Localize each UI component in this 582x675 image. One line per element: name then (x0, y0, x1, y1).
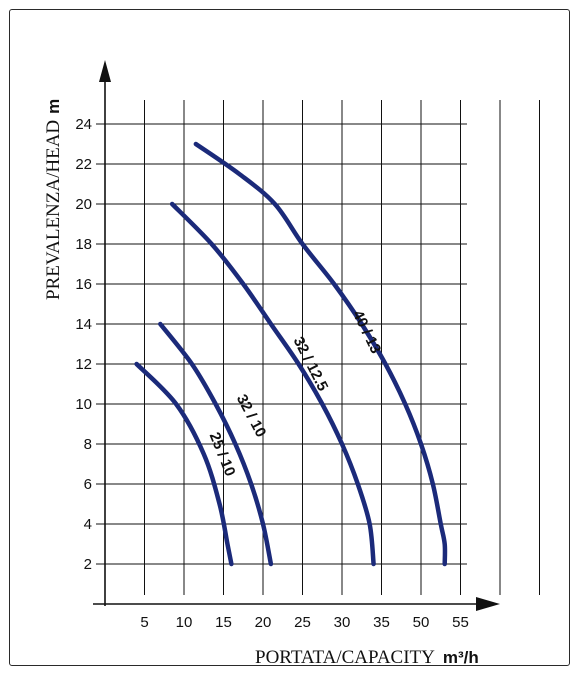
x-tick-label: 10 (176, 614, 193, 631)
curve-label-series-2: 32 / 10 (233, 392, 270, 440)
y-tick-label: 22 (75, 156, 92, 173)
y-tick-label: 14 (75, 316, 92, 333)
y-axis-arrow (99, 60, 111, 82)
y-axis-title: PREVALENZA/HEAD m (43, 99, 64, 300)
y-tick-label: 16 (75, 276, 92, 293)
curve-series-2 (158, 321, 274, 567)
y-tick-label: 12 (75, 356, 92, 373)
y-tick-label: 18 (75, 236, 92, 253)
y-axis-label: PREVALENZA/HEAD (43, 120, 64, 300)
x-axis-label: PORTATA/CAPACITY (255, 647, 435, 668)
y-tick-label: 24 (75, 116, 92, 133)
curve-label-series-4: 40 / 13 (349, 308, 384, 357)
x-tick-label: 55 (452, 614, 469, 631)
y-tick-label: 10 (75, 396, 92, 413)
x-axis-unit: m³/h (443, 648, 479, 667)
x-tick-label: 30 (334, 614, 351, 631)
x-tick-label: 25 (294, 614, 311, 631)
y-tick-label: 4 (84, 516, 92, 533)
x-tick-label: 35 (373, 614, 390, 631)
curve-series-4 (193, 141, 448, 567)
performance-curves (134, 141, 448, 567)
curve-series-3 (169, 201, 376, 567)
x-tick-label: 50 (413, 614, 430, 631)
grid (96, 100, 540, 595)
y-tick-label: 6 (84, 476, 92, 493)
chart-frame (9, 9, 570, 666)
x-tick-label: 5 (140, 614, 148, 631)
axes (93, 60, 500, 611)
x-tick-labels: 5 10 15 20 25 30 35 50 55 (140, 614, 469, 631)
y-tick-label: 8 (84, 436, 92, 453)
x-axis-title: PORTATA/CAPACITY m³/h (255, 647, 479, 668)
y-axis-unit: m (44, 99, 63, 114)
x-tick-label: 15 (215, 614, 232, 631)
curve-series-1 (134, 361, 234, 567)
x-axis-arrow (476, 597, 500, 611)
x-tick-label: 20 (255, 614, 272, 631)
y-tick-label: 20 (75, 196, 92, 213)
y-tick-label: 2 (84, 556, 92, 573)
